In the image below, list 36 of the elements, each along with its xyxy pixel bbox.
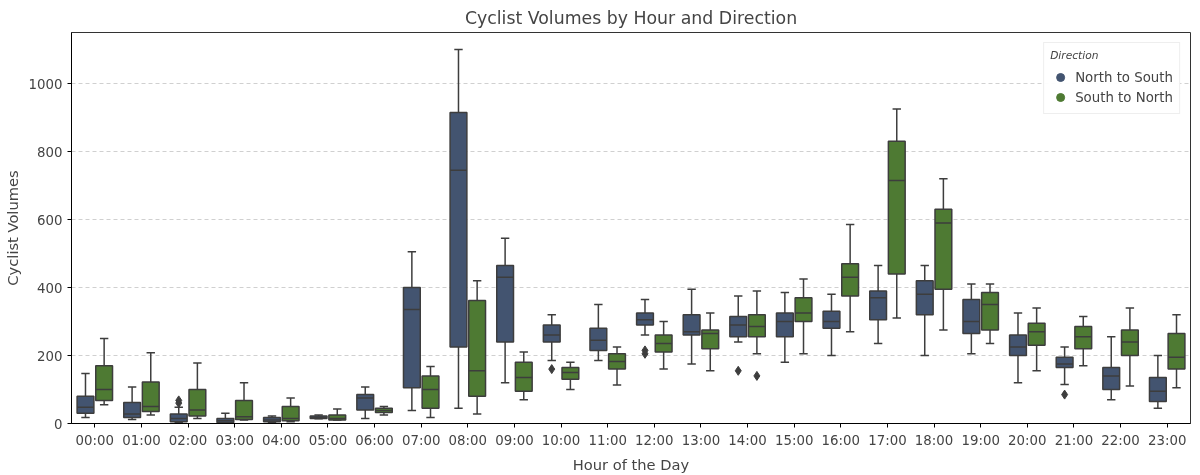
x-tick-label: 03:00 (215, 432, 254, 448)
y-tick-label: 400 (37, 280, 63, 296)
y-tick-label: 0 (54, 416, 63, 432)
x-tick-label: 04:00 (262, 432, 301, 448)
x-tick-label: 23:00 (1147, 432, 1187, 448)
x-tick-label: 18:00 (914, 432, 954, 448)
legend-label: South to North (1075, 89, 1173, 105)
x-tick-label: 17:00 (868, 432, 907, 448)
x-tick-label: 02:00 (168, 432, 208, 448)
x-tick-label: 08:00 (448, 432, 488, 448)
legend-title: Direction (1050, 49, 1100, 62)
x-axis-title: Hour of the Day (572, 455, 690, 473)
x-tick-label: 22:00 (1101, 432, 1140, 448)
chart-title: Cyclist Volumes by Hour and Direction (464, 7, 798, 28)
legend-label: North to South (1075, 69, 1173, 85)
x-tick-label: 11:00 (588, 432, 627, 448)
x-tick-label: 09:00 (495, 432, 534, 448)
x-tick-label: 10:00 (541, 432, 581, 448)
x-tick-label: 20:00 (1008, 432, 1047, 448)
x-tick-label: 15:00 (774, 432, 814, 448)
y-tick-label: 1000 (28, 76, 63, 92)
y-tick-label: 200 (37, 348, 63, 364)
x-tick-label: 06:00 (355, 432, 394, 448)
x-tick-label: 00:00 (75, 432, 115, 448)
x-tick-label: 07:00 (401, 432, 441, 448)
y-tick-label: 800 (37, 144, 63, 160)
x-tick-label: 21:00 (1054, 432, 1094, 448)
y-axis-title: Cyclist Volumes (3, 170, 21, 286)
x-tick-label: 01:00 (122, 432, 161, 448)
x-tick-label: 12:00 (635, 432, 674, 448)
x-tick-label: 14:00 (728, 432, 767, 448)
x-tick-label: 19:00 (961, 432, 1000, 448)
x-tick-label: 13:00 (681, 432, 721, 448)
y-tick-label: 600 (37, 212, 63, 228)
x-tick-label: 16:00 (821, 432, 861, 448)
x-tick-label: 05:00 (308, 432, 348, 448)
